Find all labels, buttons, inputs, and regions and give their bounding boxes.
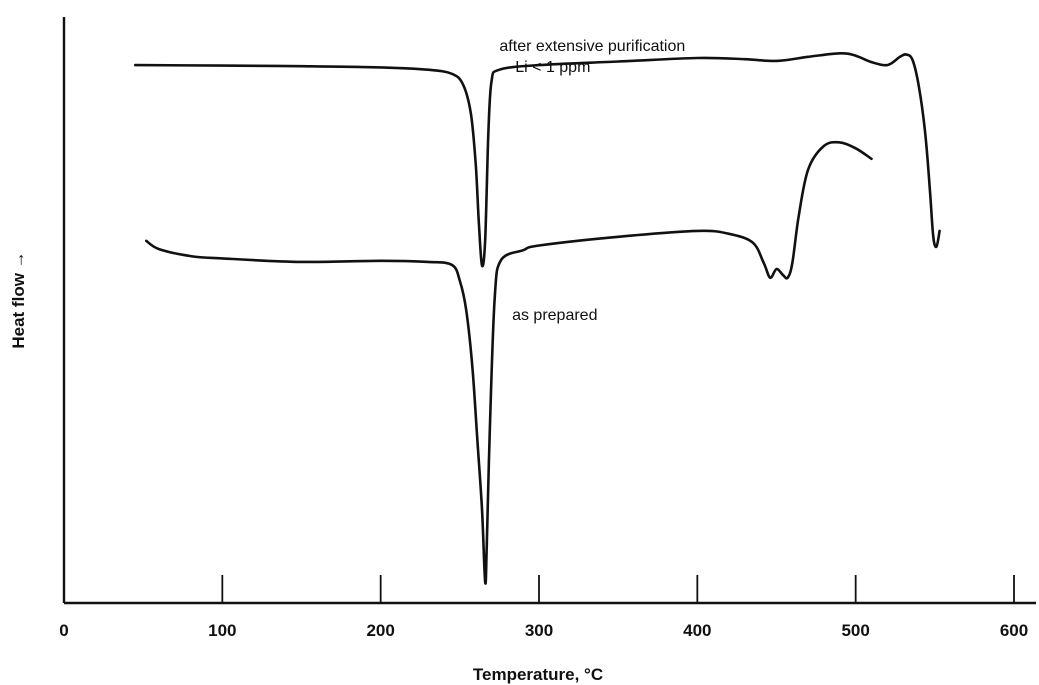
y-axis-label: Heat flow → [9, 251, 28, 348]
annotation-0: after extensive purification [499, 38, 685, 55]
x-ticks: 0 100 200 300 400 500 600 [59, 575, 1028, 640]
x-tick-label-0: 0 [59, 621, 68, 640]
x-tick-label-300: 300 [525, 621, 553, 640]
annotations: after extensive purification Li < 1 ppm as… [499, 38, 685, 324]
x-axis-label: Temperature, °C [473, 665, 603, 684]
x-tick-label-100: 100 [208, 621, 236, 640]
annotation-2: as prepared [512, 307, 597, 324]
series-line-0 [134, 51, 941, 268]
series-group [134, 51, 941, 585]
axes [62, 17, 1036, 605]
annotation-1: Li < 1 ppm [515, 59, 590, 76]
x-tick-label-500: 500 [841, 621, 869, 640]
x-tick-label-200: 200 [366, 621, 394, 640]
x-tick-label-400: 400 [683, 621, 711, 640]
series-line-1 [145, 140, 873, 585]
x-tick-label-600: 600 [1000, 621, 1028, 640]
